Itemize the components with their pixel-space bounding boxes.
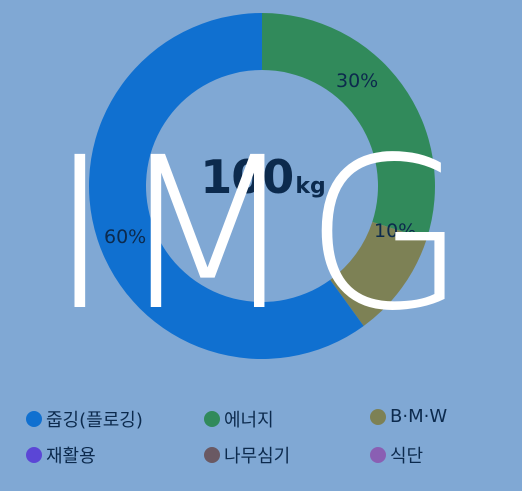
pct-label-energy: 30% — [336, 70, 379, 92]
slice-jogging[interactable] — [88, 13, 364, 360]
legend-dot — [370, 447, 386, 463]
total-amount: 100kg — [150, 150, 376, 204]
legend-item-tree-planting[interactable]: 나무심기 — [204, 442, 290, 468]
legend-label: 재활용 — [46, 446, 96, 467]
legend-label: 줍깅(플로깅) — [46, 410, 143, 431]
pct-label-bmw: 10% — [374, 220, 417, 242]
legend-item-recycling[interactable]: 재활용 — [26, 442, 96, 468]
slice-bmw[interactable] — [330, 221, 427, 326]
slice-energy[interactable] — [262, 13, 435, 240]
legend-item-energy[interactable]: 에너지 — [204, 406, 274, 432]
legend-dot — [204, 411, 220, 427]
legend-dot — [26, 447, 42, 463]
legend-dot — [204, 447, 220, 463]
legend-item-diet[interactable]: 식단 — [370, 442, 423, 468]
legend-label: 식단 — [390, 446, 424, 467]
legend-dot — [26, 411, 42, 427]
total-unit: kg — [295, 174, 326, 199]
legend-item-bmw[interactable]: B·M·W — [370, 406, 447, 427]
legend-dot — [370, 408, 386, 425]
legend-label: 에너지 — [224, 410, 274, 431]
pct-label-jogging: 60% — [104, 226, 147, 248]
img-placeholder-text: IMG — [49, 112, 473, 357]
legend-item-jogging[interactable]: 줍깅(플로깅) — [26, 406, 143, 432]
total-value: 100 — [200, 150, 294, 204]
legend-label: 나무심기 — [224, 446, 291, 467]
legend-label: B·M·W — [390, 406, 448, 427]
